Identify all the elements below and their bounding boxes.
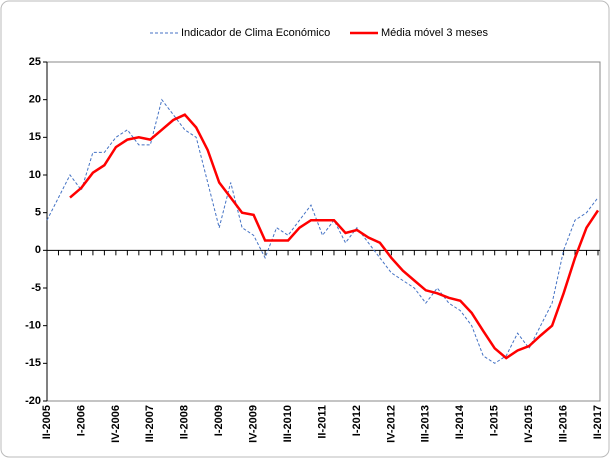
x-tick-label: II-2008 xyxy=(179,405,191,439)
x-tick-label: IV-2009 xyxy=(248,405,260,443)
x-tick-label: II-2005 xyxy=(41,405,53,439)
x-tick-label: I-2006 xyxy=(75,405,87,436)
y-tick-label: 15 xyxy=(29,131,41,143)
x-tick-label: I-2015 xyxy=(489,405,501,436)
y-tick-label: 10 xyxy=(29,169,41,181)
series-line xyxy=(46,98,599,364)
x-tick-label: III-2013 xyxy=(420,405,432,442)
x-tick-label: I-2012 xyxy=(351,405,363,436)
y-tick-label: 25 xyxy=(29,56,41,68)
x-tick-label: IV-2006 xyxy=(110,405,122,443)
x-tick-label: IV-2012 xyxy=(385,405,397,443)
y-tick-label: 20 xyxy=(29,94,41,106)
x-tick-label: III-2010 xyxy=(282,405,294,442)
y-tick-label: -15 xyxy=(25,357,41,369)
x-tick-label: III-2016 xyxy=(557,405,569,442)
y-tick-label: -10 xyxy=(25,320,41,332)
x-tick-label: II-2014 xyxy=(454,404,466,439)
x-tick-label: I-2009 xyxy=(213,405,225,436)
y-tick-label: 0 xyxy=(35,244,41,256)
legend-label: Média móvel 3 meses xyxy=(381,27,488,39)
x-tick-label: II-2011 xyxy=(316,405,328,439)
x-tick-label: III-2007 xyxy=(144,405,156,442)
y-tick-label: 5 xyxy=(35,207,41,219)
x-tick-label: IV-2015 xyxy=(523,405,535,443)
y-tick-label: -20 xyxy=(25,395,41,407)
x-tick-label: II-2017 xyxy=(592,405,604,439)
series-line xyxy=(69,113,600,360)
legend-label: Indicador de Clima Económico xyxy=(181,27,330,39)
y-tick-label: -5 xyxy=(31,282,41,294)
